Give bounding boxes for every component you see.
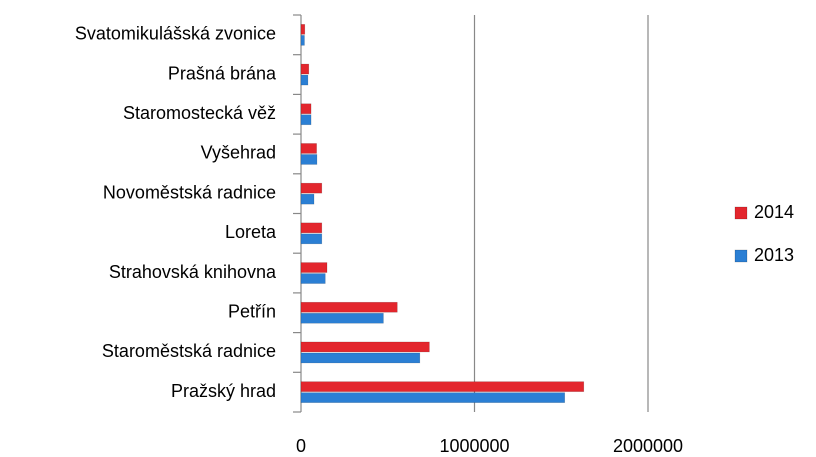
y-tick-label: Petřín — [228, 302, 276, 322]
bar — [300, 114, 312, 126]
bar — [300, 312, 384, 324]
y-tick-label: Pražský hrad — [171, 381, 276, 401]
bar — [300, 233, 323, 245]
x-tick-label: 1000000 — [439, 436, 509, 456]
y-tick-label: Loreta — [225, 222, 277, 242]
bar — [300, 63, 310, 75]
bar — [300, 381, 585, 392]
bar — [300, 182, 323, 194]
legend-label: 2013 — [754, 245, 794, 265]
bar — [300, 35, 305, 46]
bar — [300, 341, 430, 353]
bar — [300, 273, 326, 284]
bar — [300, 24, 306, 35]
legend-swatch — [734, 206, 748, 220]
bar — [300, 301, 398, 313]
y-tick-label: Svatomikulášská zvonice — [75, 24, 276, 44]
bar — [300, 352, 421, 364]
legend-label: 2014 — [754, 202, 794, 222]
bar — [300, 103, 312, 115]
bar — [300, 143, 317, 154]
legend-swatch — [734, 249, 748, 263]
y-tick-label: Novoměstská radnice — [103, 182, 276, 202]
bar — [300, 222, 323, 234]
x-tick-label: 2000000 — [613, 436, 683, 456]
y-tick-label: Vyšehrad — [201, 143, 276, 163]
y-tick-label: Strahovská knihovna — [109, 262, 277, 282]
bar — [300, 74, 309, 86]
y-tick-label: Staroměstská radnice — [102, 341, 276, 361]
x-tick-label: 0 — [296, 436, 306, 456]
y-tick-label: Prašná brána — [168, 63, 277, 83]
y-tick-label: Staromostecká věž — [123, 103, 276, 123]
bar — [300, 154, 318, 165]
bar — [300, 193, 315, 205]
bar — [300, 262, 328, 273]
bar — [300, 392, 566, 403]
